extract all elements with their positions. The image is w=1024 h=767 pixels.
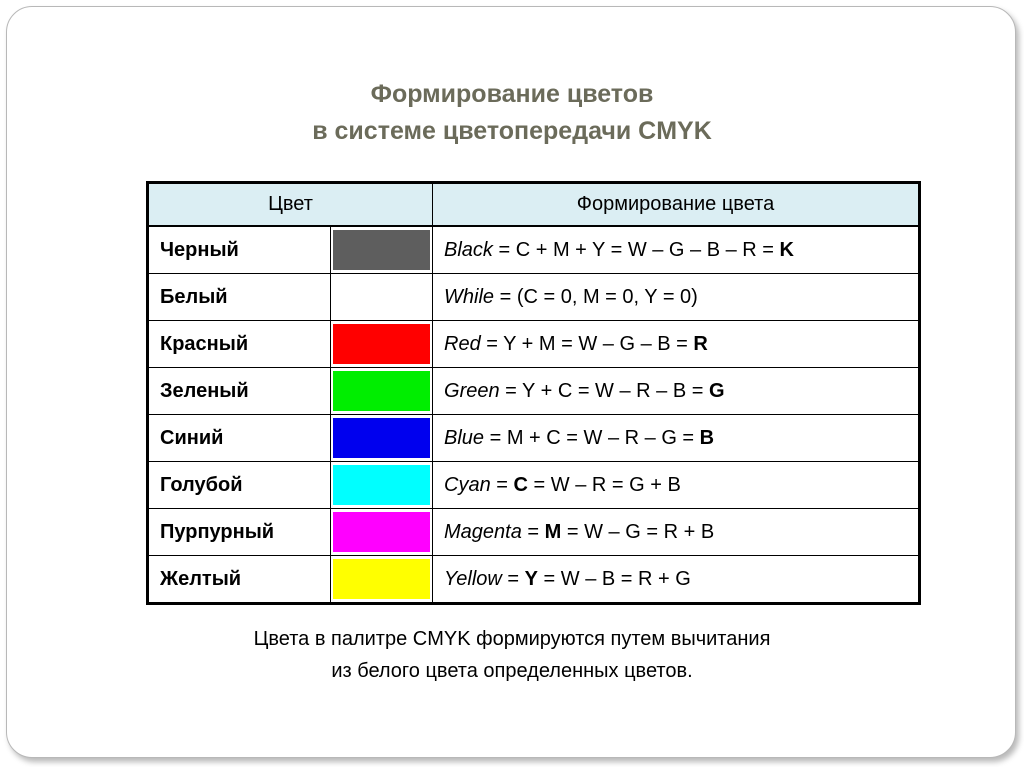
formula-color-name: Green <box>444 379 500 402</box>
title-line-2: в системе цветопередачи CMYK <box>312 117 712 145</box>
color-swatch <box>333 559 431 599</box>
formula-cell: Yellow = Y = W – B = R + G <box>432 555 921 604</box>
color-swatch <box>333 465 431 505</box>
color-swatch-cell <box>329 320 434 368</box>
formula-expression: = <box>521 520 545 543</box>
table-row: Красный Red = Y + M = W – G – B = R <box>147 320 921 368</box>
formula-expression: = C + M + Y = W – G – B – R = <box>492 238 780 261</box>
table-body: Черный Black = C + M + Y = W – G – B – R … <box>147 225 921 604</box>
color-swatch-cell <box>329 273 434 321</box>
formula-expression: = Y + M = W – G – B = <box>480 332 694 355</box>
formula-expression-tail: = W – B = R + G <box>537 567 691 590</box>
formula-expression: = Y + C = W – R – B = <box>499 379 709 402</box>
color-name-cell: Черный <box>147 225 331 274</box>
formula-cell: Cyan = C = W – R = G + B <box>432 461 921 509</box>
table-row: Желтый Yellow = Y = W – B = R + G <box>147 555 921 604</box>
formula-cell: Green = Y + C = W – R – B = G <box>432 367 921 415</box>
formula-expression-tail: = W – R = G + B <box>527 473 681 496</box>
cmyk-color-table: Цвет Формирование цвета Черный Black = C … <box>146 181 922 605</box>
formula-color-name: Blue <box>444 426 485 449</box>
table-row: Голубой Cyan = C = W – R = G + B <box>147 461 921 509</box>
formula-cell: Blue = M + C = W – R – G = B <box>432 414 921 462</box>
color-swatch-cell <box>329 225 434 274</box>
table-row: Пурпурный Magenta = M = W – G = R + B <box>147 508 921 556</box>
color-name-cell: Белый <box>147 273 331 321</box>
formula-expression: = <box>501 567 525 590</box>
footnote-line-1: Цвета в палитре CMYK формируются путем в… <box>253 628 771 650</box>
slide-title: Формирование цветов в системе цветоперед… <box>0 76 1024 150</box>
formula-result: M <box>544 520 562 543</box>
color-name-cell: Зеленый <box>147 367 331 415</box>
color-swatch-cell <box>329 555 434 604</box>
color-name-cell: Красный <box>147 320 331 368</box>
formula-result: K <box>779 238 794 261</box>
header-formation: Формирование цвета <box>432 182 921 227</box>
color-name-cell: Желтый <box>147 555 331 604</box>
formula-result: G <box>708 379 725 402</box>
formula-color-name: Yellow <box>444 567 502 590</box>
footnote: Цвета в палитре CMYK формируются путем в… <box>0 623 1024 687</box>
color-swatch <box>333 418 431 458</box>
formula-cell: Red = Y + M = W – G – B = R <box>432 320 921 368</box>
color-swatch-cell <box>329 367 434 415</box>
formula-expression: = M + C = W – R – G = <box>484 426 700 449</box>
formula-result: R <box>693 332 708 355</box>
formula-color-name: Black <box>444 238 493 261</box>
formula-color-name: While <box>444 285 495 308</box>
formula-color-name: Red <box>444 332 481 355</box>
color-swatch-cell <box>329 508 434 556</box>
title-line-1: Формирование цветов <box>370 80 654 108</box>
table-row: Синий Blue = M + C = W – R – G = B <box>147 414 921 462</box>
footnote-line-2: из белого цвета определенных цветов. <box>331 660 693 682</box>
formula-expression-tail: = W – G = R + B <box>561 520 715 543</box>
formula-expression: = <box>490 473 514 496</box>
color-name-cell: Пурпурный <box>147 508 331 556</box>
formula-color-name: Magenta <box>444 520 522 543</box>
formula-cell: While = (C = 0, M = 0, Y = 0) <box>432 273 921 321</box>
formula-expression: = (C = 0, M = 0, Y = 0) <box>494 285 698 308</box>
table-row: Белый While = (C = 0, M = 0, Y = 0) <box>147 273 921 321</box>
table-row: Черный Black = C + M + Y = W – G – B – R … <box>147 225 921 274</box>
header-color: Цвет <box>146 182 434 227</box>
formula-result: C <box>513 473 528 496</box>
formula-cell: Magenta = M = W – G = R + B <box>432 508 921 556</box>
formula-result: Y <box>524 567 538 590</box>
table-row: Зеленый Green = Y + C = W – R – B = G <box>147 367 921 415</box>
color-name-cell: Голубой <box>147 461 331 509</box>
color-swatch <box>333 324 431 364</box>
formula-result: B <box>699 426 715 449</box>
color-swatch <box>333 371 431 411</box>
table-header-row: Цвет Формирование цвета <box>146 182 921 227</box>
color-swatch <box>333 512 431 552</box>
formula-cell: Black = C + M + Y = W – G – B – R = K <box>432 225 921 274</box>
color-swatch-cell <box>329 461 434 509</box>
formula-color-name: Cyan <box>444 473 491 496</box>
color-swatch <box>333 230 431 270</box>
color-swatch <box>333 277 431 317</box>
color-name-cell: Синий <box>147 414 331 462</box>
color-swatch-cell <box>329 414 434 462</box>
